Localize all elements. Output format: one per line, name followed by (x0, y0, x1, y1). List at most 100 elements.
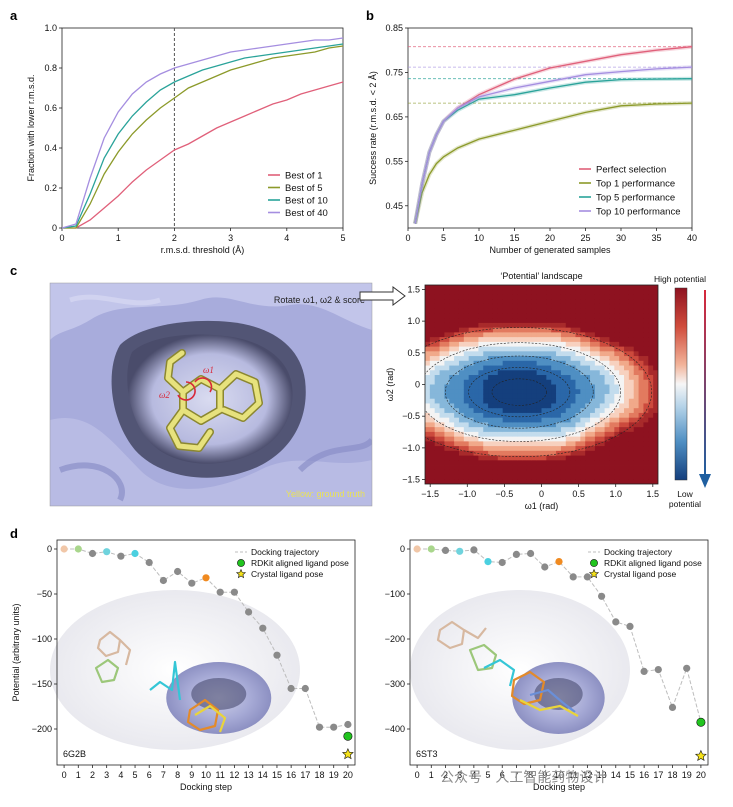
heatmap-cell (439, 346, 445, 352)
heatmap-cell (599, 351, 605, 357)
heatmap-cell (541, 327, 547, 333)
heatmap-cell (463, 422, 470, 428)
heatmap-cell (609, 294, 615, 300)
heatmap-cell (560, 422, 567, 428)
heatmap-cell (628, 370, 635, 376)
heatmap-cell (492, 308, 499, 314)
x-tick-label: 0 (62, 770, 67, 780)
heatmap-cell (483, 294, 489, 300)
heatmap-cell (512, 417, 518, 423)
heatmap-cell (619, 436, 625, 442)
heatmap-cell (599, 441, 605, 447)
heatmap-cell (444, 370, 450, 376)
heatmap-cell (604, 417, 610, 423)
heatmap-cell (522, 322, 528, 329)
heatmap-cell (468, 360, 474, 366)
heatmap-cell (531, 346, 538, 352)
heatmap-cell (458, 313, 465, 319)
heatmap-cell (594, 398, 601, 404)
heatmap-cell (643, 455, 649, 461)
heatmap-cell (614, 479, 620, 484)
y-tick-label: 0.55 (385, 156, 403, 166)
heatmap-cell (575, 455, 581, 461)
heatmap-cell (560, 303, 567, 310)
heatmap-cell (507, 327, 513, 333)
heatmap-cell (580, 294, 586, 300)
heatmap-cell (580, 327, 586, 333)
heatmap-cell (633, 450, 639, 456)
heatmap-cell (468, 289, 474, 295)
heatmap-cell (468, 351, 474, 357)
y-tick-label: 0 (400, 544, 405, 554)
heatmap-cell (546, 346, 552, 352)
heatmap-cell (541, 285, 547, 291)
heatmap-cell (434, 460, 440, 466)
heatmap-cell (570, 318, 576, 324)
heatmap-cell (439, 332, 445, 338)
heatmap-cell (638, 422, 644, 428)
heatmap-cell (628, 351, 635, 357)
x-axis-label: Docking step (180, 782, 232, 792)
heatmap-cell (643, 289, 649, 295)
heatmap-cell (434, 294, 440, 300)
heatmap-cell (560, 337, 567, 343)
heatmap-cell (541, 427, 547, 433)
heatmap-cell (425, 431, 431, 438)
heatmap-cell (570, 455, 576, 461)
heatmap-cell (599, 422, 605, 428)
heatmap-cell (492, 365, 499, 371)
rdkit-pose-point (343, 731, 353, 741)
x-tick-label: 20 (343, 770, 353, 780)
heatmap-cell (565, 365, 572, 371)
x-tick-label: 8 (175, 770, 180, 780)
heatmap-cell (570, 313, 576, 319)
heatmap-cell (536, 341, 542, 347)
heatmap-cell (434, 412, 440, 419)
heatmap-cell (478, 427, 484, 433)
heatmap-cell (502, 360, 508, 366)
heatmap-cell (609, 351, 615, 357)
x-tick-label: 7 (161, 770, 166, 780)
trajectory-point (287, 684, 295, 693)
heatmap-cell (439, 450, 445, 456)
heatmap-cell (434, 327, 440, 333)
heatmap-cell (653, 327, 658, 333)
heatmap-cell (449, 308, 455, 314)
heatmap-cell (633, 393, 639, 400)
heatmap-cell (522, 370, 528, 376)
legend-label: Best of 10 (285, 196, 328, 207)
heatmap-cell (531, 422, 538, 428)
heatmap-cell (551, 337, 557, 343)
heatmap-cell (590, 341, 596, 347)
heatmap-cell (575, 417, 581, 423)
heatmap-cell (643, 408, 649, 414)
heatmap-cell (468, 422, 474, 428)
heatmap-cell (565, 422, 572, 428)
heatmap-cell (517, 408, 523, 414)
heatmap-cell (492, 393, 499, 400)
heatmap-cell (570, 436, 576, 442)
heatmap-cell (541, 346, 547, 352)
heatmap-cell (628, 313, 635, 319)
heatmap-cell (478, 408, 484, 414)
heatmap-cell (653, 289, 658, 295)
heatmap-cell (478, 327, 484, 333)
heatmap-cell (609, 393, 615, 400)
heatmap-cell (502, 446, 508, 452)
heatmap-cell (609, 346, 615, 352)
heatmap-cell (483, 469, 489, 475)
heatmap-cell (653, 479, 658, 484)
heatmap-cell (502, 346, 508, 352)
heatmap-cell (619, 474, 625, 480)
heatmap-cell (458, 332, 465, 338)
heatmap-cell (492, 327, 499, 333)
heatmap-cell (546, 327, 552, 333)
heatmap-cell (425, 460, 431, 466)
heatmap-cell (599, 469, 605, 475)
heatmap-cell (643, 427, 649, 433)
heatmap-cell (502, 408, 508, 414)
heatmap-cell (429, 427, 436, 433)
heatmap-cell (488, 351, 494, 357)
heatmap-cell (488, 370, 494, 376)
heatmap-cell (449, 408, 455, 414)
